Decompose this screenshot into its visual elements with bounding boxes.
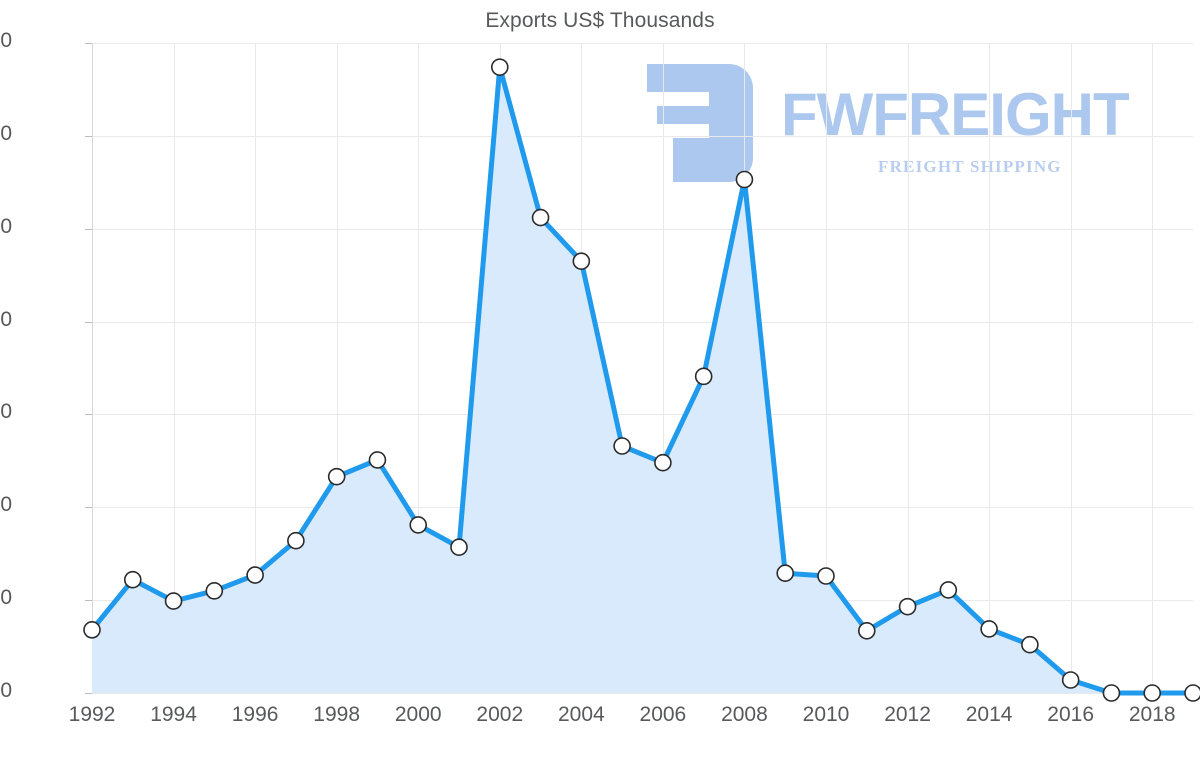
data-point-marker[interactable] bbox=[613, 437, 631, 455]
x-tick-label: 2000 bbox=[394, 703, 442, 726]
data-point-marker[interactable] bbox=[409, 516, 428, 534]
data-point-marker[interactable] bbox=[490, 58, 509, 76]
data-point-marker[interactable] bbox=[246, 566, 264, 584]
series-line bbox=[89, 64, 1196, 696]
data-point-marker[interactable] bbox=[817, 567, 835, 585]
y-tick-mark bbox=[85, 600, 92, 601]
x-tick-label: 1992 bbox=[68, 703, 116, 726]
x-tick-label: 2002 bbox=[476, 703, 524, 726]
gridline-vertical bbox=[989, 43, 990, 693]
y-axis-line bbox=[92, 43, 93, 693]
data-point-marker[interactable] bbox=[368, 451, 387, 469]
y-tick-mark bbox=[85, 507, 92, 508]
y-tick-mark bbox=[85, 322, 92, 323]
gridline-vertical bbox=[255, 43, 256, 693]
data-point-marker[interactable] bbox=[164, 592, 183, 610]
y-tick-label: 0 bbox=[0, 679, 12, 702]
x-tick-label: 1996 bbox=[231, 703, 279, 726]
data-point-marker[interactable] bbox=[776, 564, 795, 583]
x-tick-label: 2008 bbox=[721, 703, 768, 726]
y-tick-label: 30 000 bbox=[0, 400, 12, 424]
data-point-marker[interactable] bbox=[694, 367, 713, 386]
y-tick-mark bbox=[85, 414, 92, 415]
gridline-vertical bbox=[663, 43, 664, 693]
y-tick-mark bbox=[85, 43, 92, 44]
gridline-vertical bbox=[337, 43, 338, 693]
x-tick-label: 1998 bbox=[313, 703, 361, 726]
data-point-marker[interactable] bbox=[572, 252, 591, 271]
x-tick-label: 2010 bbox=[802, 703, 850, 726]
y-tick-mark bbox=[85, 136, 92, 137]
data-point-marker[interactable] bbox=[450, 538, 468, 557]
gridline-horizontal bbox=[92, 43, 1193, 44]
data-point-marker[interactable] bbox=[1021, 635, 1039, 654]
x-tick-label: 1994 bbox=[150, 703, 197, 726]
data-point-marker[interactable] bbox=[1184, 684, 1200, 702]
data-point-marker[interactable] bbox=[980, 620, 998, 638]
chart-title: Exports US$ Thousands bbox=[485, 9, 715, 32]
x-tick-label: 2006 bbox=[639, 703, 687, 726]
y-tick-mark bbox=[85, 693, 92, 694]
y-tick-label: 10 000 bbox=[0, 586, 12, 610]
x-tick-label: 2018 bbox=[1128, 703, 1176, 726]
gridline-horizontal bbox=[92, 229, 1193, 230]
data-point-marker[interactable] bbox=[123, 570, 142, 589]
y-tick-label: 40 000 bbox=[0, 307, 12, 331]
data-point-marker[interactable] bbox=[1061, 671, 1080, 689]
data-point-marker[interactable] bbox=[1143, 684, 1162, 702]
data-point-marker[interactable] bbox=[205, 582, 224, 600]
gridline-vertical bbox=[1071, 43, 1072, 693]
y-tick-label: 50 000 bbox=[0, 214, 12, 238]
data-point-marker[interactable] bbox=[939, 581, 958, 599]
gridline-vertical bbox=[174, 43, 175, 693]
data-point-marker[interactable] bbox=[857, 621, 876, 640]
data-point-marker[interactable] bbox=[327, 467, 346, 486]
gridline-horizontal bbox=[92, 136, 1193, 137]
data-point-marker[interactable] bbox=[654, 453, 672, 472]
data-point-marker[interactable] bbox=[83, 621, 101, 639]
gridline-vertical bbox=[908, 43, 909, 693]
y-tick-mark bbox=[85, 229, 92, 230]
data-point-marker[interactable] bbox=[287, 531, 305, 550]
y-tick-label: 20 000 bbox=[0, 493, 12, 517]
data-point-marker[interactable] bbox=[1102, 684, 1121, 702]
x-tick-label: 2004 bbox=[557, 703, 605, 726]
gridline-horizontal bbox=[92, 414, 1193, 415]
plot-area bbox=[83, 43, 1200, 702]
x-tick-label: 2014 bbox=[965, 703, 1013, 726]
data-point-marker[interactable] bbox=[735, 170, 754, 189]
x-tick-label: 2016 bbox=[1047, 703, 1095, 726]
gridline-vertical bbox=[418, 43, 419, 693]
gridline-vertical bbox=[1152, 43, 1153, 693]
data-point-marker[interactable] bbox=[898, 597, 917, 616]
gridline-horizontal bbox=[92, 693, 1193, 694]
x-tick-label: 2012 bbox=[884, 703, 931, 726]
y-tick-label: 70 000 bbox=[0, 29, 12, 52]
series-area-line bbox=[83, 58, 1200, 702]
y-tick-label: 60 000 bbox=[0, 121, 12, 145]
data-point-marker[interactable] bbox=[531, 208, 550, 227]
gridline-vertical bbox=[826, 43, 827, 693]
area-fill bbox=[92, 67, 1193, 693]
gridline-horizontal bbox=[92, 322, 1193, 323]
